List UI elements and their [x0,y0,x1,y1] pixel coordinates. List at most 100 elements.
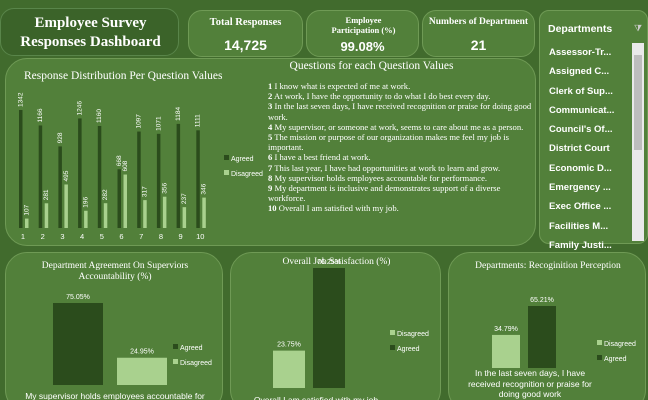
chart-caption: My supervisor holds employees accountabl… [25,391,205,400]
question-text: I have a best friend at work. [274,152,371,163]
bar [25,218,29,228]
bar [117,357,167,385]
bar [182,207,187,228]
data-label: 1246 [77,101,84,116]
x-tick-label: 7 [139,232,143,241]
legend-label: Disagreed [231,171,263,178]
bar [58,146,62,228]
filter-icon[interactable]: ⧩ [634,23,643,33]
slicer-item[interactable]: Exec Office ... [549,201,612,213]
legend-label: Agreed [180,345,203,352]
chart-caption: In the last seven days, I have received … [468,368,592,399]
question-number: 6 [268,152,273,163]
x-tick-label: 1 [21,232,25,241]
bar [196,130,200,228]
legend-label: Disagreed [604,341,636,348]
bar [53,303,103,385]
legend-swatch [390,345,395,350]
data-label: 23.75% [277,341,301,348]
bar [176,123,181,228]
question-number: 5 [268,132,273,143]
bar [162,196,167,228]
question-number: 8 [268,172,273,183]
data-label: 34.79% [494,326,518,333]
chart-caption: Overall I am satisfied with my job [253,395,379,400]
scroll-thumb[interactable] [634,55,642,150]
chart-title: Response Distribution Per Question Value… [24,70,223,82]
data-label: 1166 [37,108,44,122]
data-label: 317 [142,186,149,197]
kpi-label: Numbers of Department [428,17,529,27]
kpi-card: Total Responses 14,725 [188,10,303,57]
bar [123,174,127,228]
bar [143,200,147,228]
distribution-panel: Response Distribution Per Question Value… [5,58,536,246]
question: 5 The mission or purpose of our organiza… [268,132,534,152]
slicer-items: Assessor-Tr... Assigned C... Clerk of Sup.… [549,43,631,255]
questions-list: 1 I know what is expected of me at work.… [268,81,534,214]
bar [528,306,556,368]
questions-title: Questions for each Question Values [289,60,454,72]
data-label: 1097 [136,114,143,129]
question-number: 2 [268,91,273,102]
bar [313,268,345,388]
slicer-item[interactable]: Economic D... [549,162,612,174]
data-label: 346 [201,183,208,194]
kpi-label: Employee Participation (%) [331,15,396,35]
data-label: 1111 [195,114,202,127]
kpi-value: 99.08% [340,39,385,54]
slicer-item[interactable]: Assigned C... [549,66,610,78]
question-text: My supervisor, or someone at work, seems… [274,121,524,132]
slicer-item[interactable]: Council's Of... [549,124,613,136]
question-number: 7 [268,162,273,173]
bar [202,197,206,228]
slicer-item[interactable]: Clerk of Sup... [549,85,613,97]
kpi-label: Total Responses [209,17,282,28]
bar [19,110,23,228]
legend-swatch [224,170,229,175]
chart-title: Departments: Recoginition Perception [475,261,621,271]
slicer-item[interactable]: Assessor-Tr... [549,47,612,58]
slicer-item[interactable]: District Court [549,143,610,155]
slicer-item[interactable]: Emergency ... [549,182,611,194]
question-text: Overall I am satisfied with my job. [278,203,399,214]
legend-swatch [224,155,229,160]
question-text: At work, I have the opportunity to do wh… [273,91,491,102]
x-tick-label: 5 [100,232,104,241]
data-label: 356 [161,182,168,193]
kpi-card: Employee Participation (%) 99.08% [306,10,419,57]
bar [78,118,82,228]
x-tick-label: 4 [80,232,84,241]
slicer-item[interactable]: Facilities M... [549,220,609,232]
scrollbar[interactable] [632,43,644,241]
slicer-item[interactable]: Family Justi... [549,239,612,251]
kpi-card: Numbers of Department 21 [422,10,535,57]
x-tick-label: 10 [196,232,204,241]
question-number: 4 [268,121,273,132]
data-label: 608 [122,160,129,171]
legend-swatch [173,344,178,349]
slicer-item[interactable]: Communicat... [549,104,615,116]
legend-swatch [597,355,602,360]
data-label: 1160 [96,109,103,123]
question-number: 9 [268,183,273,194]
question: 8 My supervisor holds employees accounta… [268,173,534,183]
data-label: 107 [23,204,30,215]
bar [64,184,68,228]
data-label: 196 [83,197,90,208]
data-label: 1184 [175,107,182,121]
question: 7 This last year, I have had opportuniti… [268,163,534,173]
question: 9 My department is inclusive and demonst… [268,183,534,203]
legend-label: Agreed [397,346,420,353]
question-text: This last year, I have had opportunities… [274,162,501,173]
data-label: 75.05% [66,294,90,301]
question-text: My department is inclusive and demonstra… [268,183,501,204]
question-number: 10 [268,203,277,214]
bar [97,126,102,228]
legend-swatch [597,340,602,345]
x-tick-label: 2 [41,232,45,241]
bar [156,133,161,228]
legend-label: Agreed [231,156,254,163]
